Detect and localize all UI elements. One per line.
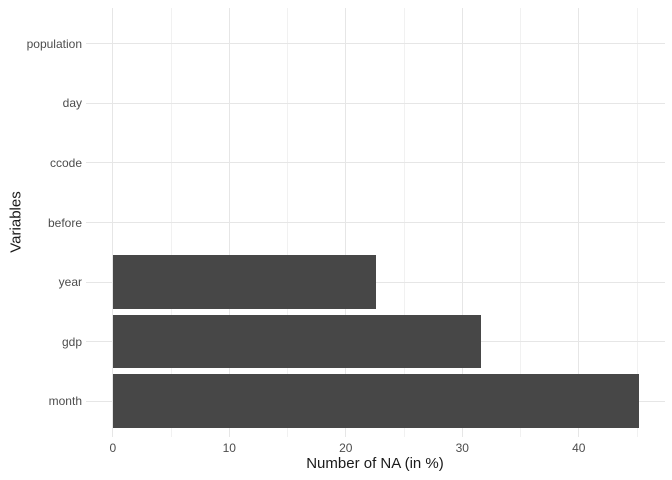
- bar-year: [112, 255, 377, 309]
- x-tick-label-20: 20: [339, 441, 353, 455]
- gridline-major-horizontal: [86, 43, 665, 45]
- y-tick-label-day: day: [62, 96, 82, 111]
- bar-month: [112, 374, 640, 429]
- y-tick-label-year: year: [58, 275, 82, 290]
- gridline-major-horizontal: [86, 102, 665, 104]
- x-tick-label-30: 30: [455, 441, 469, 455]
- x-tick-label-0: 0: [109, 441, 117, 455]
- plot-panel: [86, 8, 665, 437]
- y-tick-label-before: before: [47, 215, 82, 230]
- bar-gdp: [112, 314, 481, 369]
- gridline-major-horizontal: [86, 222, 665, 223]
- x-tick-label-40: 40: [572, 441, 586, 455]
- y-tick-label-gdp: gdp: [61, 334, 82, 349]
- y-tick-label-population: population: [26, 36, 82, 51]
- y-tick-label-ccode: ccode: [49, 155, 82, 170]
- gridline-major-horizontal: [86, 162, 665, 164]
- x-axis-title: Number of NA (in %): [306, 455, 444, 472]
- y-tick-label-month: month: [48, 394, 82, 409]
- x-tick-label-10: 10: [222, 441, 236, 455]
